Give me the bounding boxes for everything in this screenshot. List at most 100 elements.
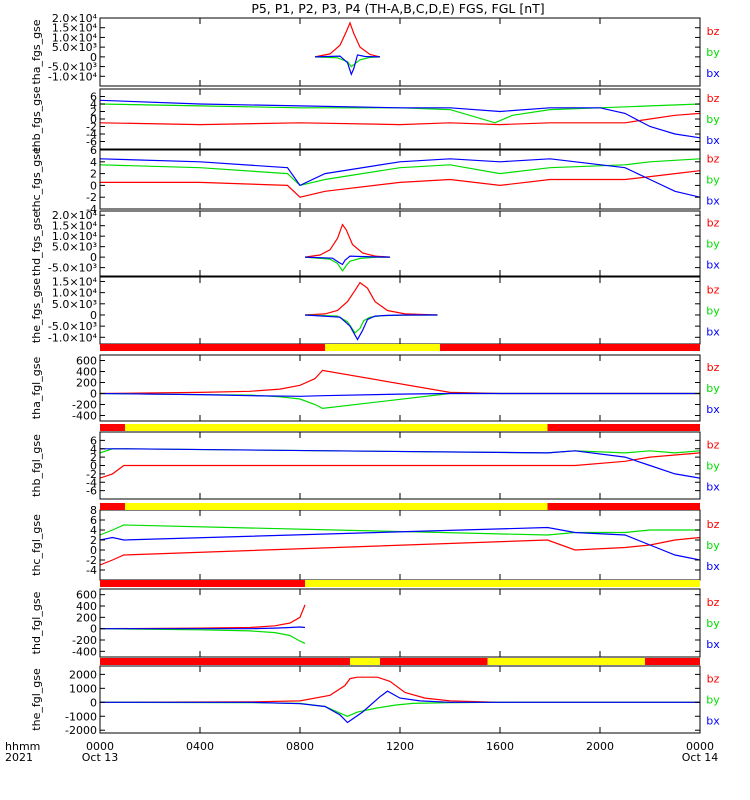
- legend-by: by: [706, 113, 720, 126]
- legend-bz: bz: [707, 25, 720, 38]
- series-bz-line: [304, 281, 438, 316]
- panel-frame: [99, 665, 701, 734]
- time-tick-label: 0400: [186, 740, 214, 753]
- legend-bz: bz: [707, 153, 720, 166]
- mode-bar: [100, 424, 700, 431]
- legend-bz: bz: [707, 92, 720, 105]
- time-axis: hhmm 2021 0000 0400 0800 1200 1600 2000 0000Oc…: [5, 740, 718, 764]
- mode-segment-yellow: [350, 658, 380, 665]
- y-tick-label: -1000: [65, 710, 97, 723]
- y-tick-label: 0: [90, 251, 97, 264]
- legend-bz: bz: [707, 217, 720, 230]
- mode-segment-yellow: [305, 580, 700, 587]
- mode-segment-yellow: [487, 658, 645, 665]
- mode-segment-red: [440, 344, 700, 351]
- mode-bars: [100, 344, 700, 665]
- y-tick-label: -200: [72, 634, 97, 647]
- y-tick-label: 1.0×10⁴: [52, 230, 98, 243]
- y-tick-label: 200: [76, 611, 97, 624]
- y-tick-label: 5.0×10³: [52, 41, 97, 54]
- y-axis-label: tha_fgl_gse: [30, 357, 43, 420]
- legend-bz: bz: [707, 361, 720, 374]
- y-tick-label: 6: [90, 434, 97, 447]
- legend-bz: bz: [707, 673, 720, 686]
- time-tick-label: 2000: [586, 740, 614, 753]
- y-tick-label: 1.0×10⁴: [52, 31, 98, 44]
- date-label: Oct 14: [682, 751, 719, 764]
- y-tick-label: -4: [86, 476, 97, 489]
- y-tick-label: -400: [72, 645, 97, 658]
- legend-by: by: [706, 539, 720, 552]
- y-tick-label: -5.0×10³: [48, 320, 97, 333]
- series-by-line: [100, 701, 700, 717]
- y-tick-label: 1.0×10⁴: [52, 287, 98, 300]
- series-bx-line: [100, 690, 700, 724]
- mode-segment-red: [100, 344, 325, 351]
- y-tick-label: 6: [90, 514, 97, 527]
- legend-bx: bx: [706, 195, 720, 208]
- time-tick-label: 0800: [286, 740, 314, 753]
- y-axis-label: the_fgl_gse: [30, 668, 43, 731]
- time-tick-label: 1200: [386, 740, 414, 753]
- legend-bx: bx: [706, 638, 720, 651]
- y-tick-label: -2: [86, 191, 97, 204]
- y-tick-label: 600: [76, 355, 97, 368]
- y-tick-label: -4: [86, 128, 97, 141]
- legend-bz: bz: [707, 439, 720, 452]
- series-bx-line: [100, 626, 306, 630]
- y-tick-label: 400: [76, 366, 97, 379]
- mode-bar: [100, 580, 700, 587]
- legend-by: by: [706, 694, 720, 707]
- series-bz-line: [100, 604, 306, 630]
- panel-frame: [99, 17, 701, 87]
- series-bz-line: [100, 369, 700, 395]
- y-tick-label: 0: [90, 179, 97, 192]
- y-tick-label: 400: [76, 600, 97, 613]
- legend-bx: bx: [706, 403, 720, 416]
- y-tick-label: -1.0×10⁴: [48, 331, 98, 344]
- y-tick-label: 2: [90, 106, 97, 119]
- y-axis-label: thc_fgl_gse: [30, 514, 43, 576]
- series-bx-line: [304, 255, 391, 266]
- y-axis-label: the_fgs_gse: [30, 278, 43, 343]
- mode-segment-red: [547, 503, 700, 510]
- y-tick-label: 1.5×10⁴: [52, 220, 98, 233]
- legend-by: by: [706, 617, 720, 630]
- y-tick-label: -2: [86, 121, 97, 134]
- y-tick-label: 5.0×10³: [52, 298, 97, 311]
- y-axis-label: thb_fgs_gse: [30, 86, 43, 152]
- y-tick-label: 1.5×10⁴: [52, 275, 98, 288]
- y-tick-label: 4: [90, 156, 97, 169]
- y-tick-label: 1000: [69, 682, 97, 695]
- y-tick-label: 4: [90, 443, 97, 456]
- y-tick-label: -200: [72, 399, 97, 412]
- panel-frame: [99, 354, 701, 422]
- y-axis-label: tha_fgs_gse: [30, 19, 43, 84]
- y-tick-label: 2.0×10⁴: [52, 209, 98, 222]
- series-bx-line: [100, 526, 700, 561]
- mode-bar: [100, 503, 700, 510]
- y-tick-label: -2: [86, 468, 97, 481]
- y-tick-label: 0: [90, 623, 97, 636]
- legend-by: by: [706, 46, 720, 59]
- series-bx-line: [100, 448, 700, 479]
- y-tick-label: 0: [90, 51, 97, 64]
- time-row-label-top: hhmm: [5, 740, 40, 753]
- panel-tha_fgs_gse: 2.0×10⁴1.5×10⁴1.0×10⁴5.0×10³0-5.0×10³-1.…: [30, 12, 720, 87]
- panel-frame: [99, 276, 701, 345]
- y-tick-label: 8: [90, 504, 97, 517]
- y-tick-label: 0: [90, 696, 97, 709]
- y-axis-label: thb_fgl_gse: [30, 434, 43, 497]
- mode-segment-yellow: [125, 503, 548, 510]
- y-tick-label: 2: [90, 451, 97, 464]
- series-by-line: [100, 103, 700, 124]
- time-tick-label: 1600: [486, 740, 514, 753]
- series-bz-line: [100, 452, 700, 479]
